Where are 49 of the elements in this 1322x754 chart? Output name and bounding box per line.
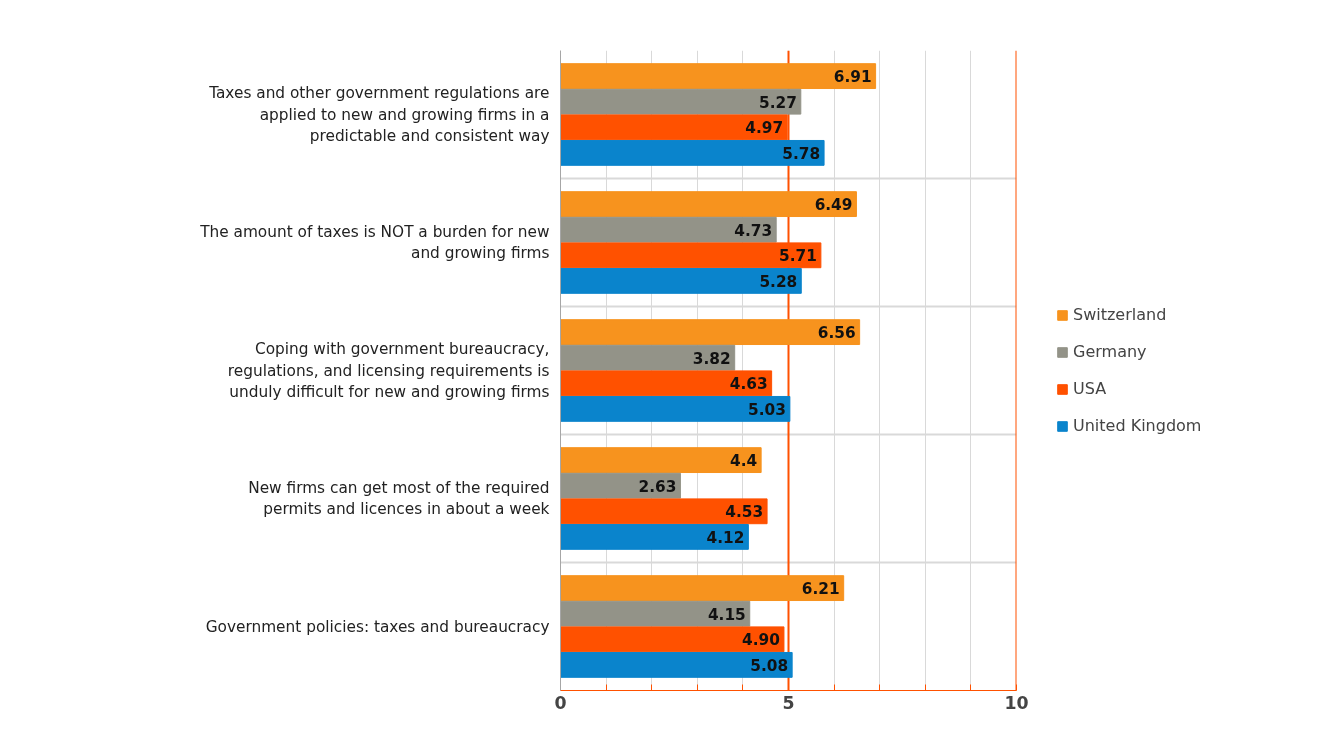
bar (560, 626, 785, 653)
data-label: 4.4 (729, 452, 758, 471)
data-label: 4.73 (734, 221, 773, 240)
bar (560, 600, 751, 627)
x-tick-label: 5 (782, 692, 795, 713)
bar (560, 191, 857, 218)
data-label: 3.82 (692, 349, 731, 368)
data-label: 4.12 (706, 528, 745, 547)
bar (560, 216, 777, 243)
bar (560, 447, 762, 474)
data-label: 4.15 (707, 605, 746, 624)
bar (560, 267, 802, 294)
data-label: 4.90 (742, 631, 780, 650)
bar (560, 575, 845, 602)
bar (560, 139, 825, 166)
data-label: 5.27 (758, 93, 797, 112)
y-tick-label: New firms can get most of the required permits and licences in about a week (248, 478, 550, 519)
bar (560, 344, 736, 371)
data-label: 5.78 (782, 144, 821, 163)
bar (560, 651, 793, 678)
data-label: 5.71 (779, 247, 817, 266)
data-label: 6.49 (814, 196, 853, 215)
y-tick-label: The amount of taxes is NOT a burden for new and growing firms (199, 222, 550, 263)
data-label: 2.63 (638, 477, 677, 496)
y-tick-label: Coping with government bureaucracy, regulations, and licensing requirements is unduly difficult for new and growing firms (227, 339, 550, 402)
data-label: 6.21 (801, 580, 840, 599)
data-label: 5.08 (750, 656, 789, 675)
bar (560, 395, 791, 422)
data-label: 4.63 (729, 375, 768, 394)
data-label: 4.53 (725, 503, 764, 522)
legend-label: United Kingdom (1073, 416, 1202, 435)
legend-label: Germany (1073, 342, 1147, 361)
bar (560, 319, 861, 346)
y-tick-label: Taxes and other government regulations are applied to new and growing firms in a predictable and consistent way (208, 83, 550, 146)
bar (560, 88, 802, 115)
data-label: 6.56 (817, 324, 856, 343)
y-tick-label: Government policies: taxes and bureaucracy (205, 617, 550, 636)
x-tick-label: 10 (1004, 692, 1029, 713)
legend-label: Switzerland (1073, 305, 1167, 324)
data-label: 5.28 (759, 272, 798, 291)
bar (560, 63, 877, 90)
x-tick-label: 0 (554, 692, 567, 713)
legend-label: USA (1073, 379, 1107, 398)
bar (560, 370, 773, 397)
data-label: 5.03 (748, 400, 786, 419)
bar (560, 498, 768, 525)
data-label: 4.97 (745, 119, 784, 138)
data-label: 6.91 (833, 68, 872, 87)
bar (560, 523, 749, 550)
